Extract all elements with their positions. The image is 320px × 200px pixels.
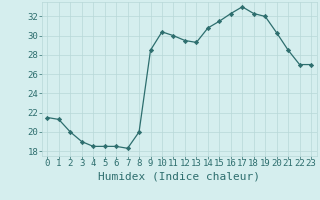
X-axis label: Humidex (Indice chaleur): Humidex (Indice chaleur) <box>98 171 260 181</box>
